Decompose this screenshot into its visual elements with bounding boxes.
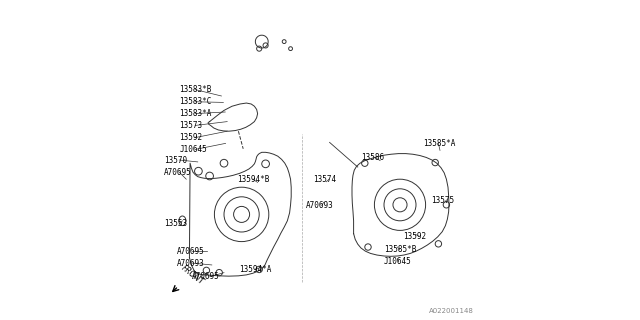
Text: A70695: A70695	[192, 272, 220, 281]
Text: 13583*C: 13583*C	[179, 97, 212, 106]
Text: A70693: A70693	[177, 259, 204, 268]
Text: A022001148: A022001148	[429, 308, 474, 314]
Text: 13575: 13575	[431, 196, 454, 204]
Text: J10645: J10645	[383, 257, 411, 266]
Text: 13585*B: 13585*B	[384, 245, 417, 254]
Text: 13570: 13570	[164, 156, 187, 164]
Text: 13592: 13592	[403, 232, 426, 241]
Text: A70695: A70695	[164, 168, 191, 177]
Text: 13585*A: 13585*A	[423, 139, 456, 148]
Text: A70695: A70695	[177, 247, 204, 256]
Text: 13553: 13553	[164, 220, 187, 228]
Text: A70693: A70693	[306, 201, 333, 210]
Text: 13586: 13586	[361, 153, 384, 162]
Text: 13594*A: 13594*A	[239, 265, 272, 274]
Text: 13573: 13573	[179, 121, 202, 130]
Text: FRONT: FRONT	[180, 264, 206, 287]
Text: 13594*B: 13594*B	[237, 175, 269, 184]
Text: 13592: 13592	[179, 133, 202, 142]
Text: 13583*A: 13583*A	[179, 109, 212, 118]
Text: J10645: J10645	[179, 145, 207, 154]
Text: 13583*B: 13583*B	[179, 85, 212, 94]
Text: 13574: 13574	[313, 175, 336, 184]
